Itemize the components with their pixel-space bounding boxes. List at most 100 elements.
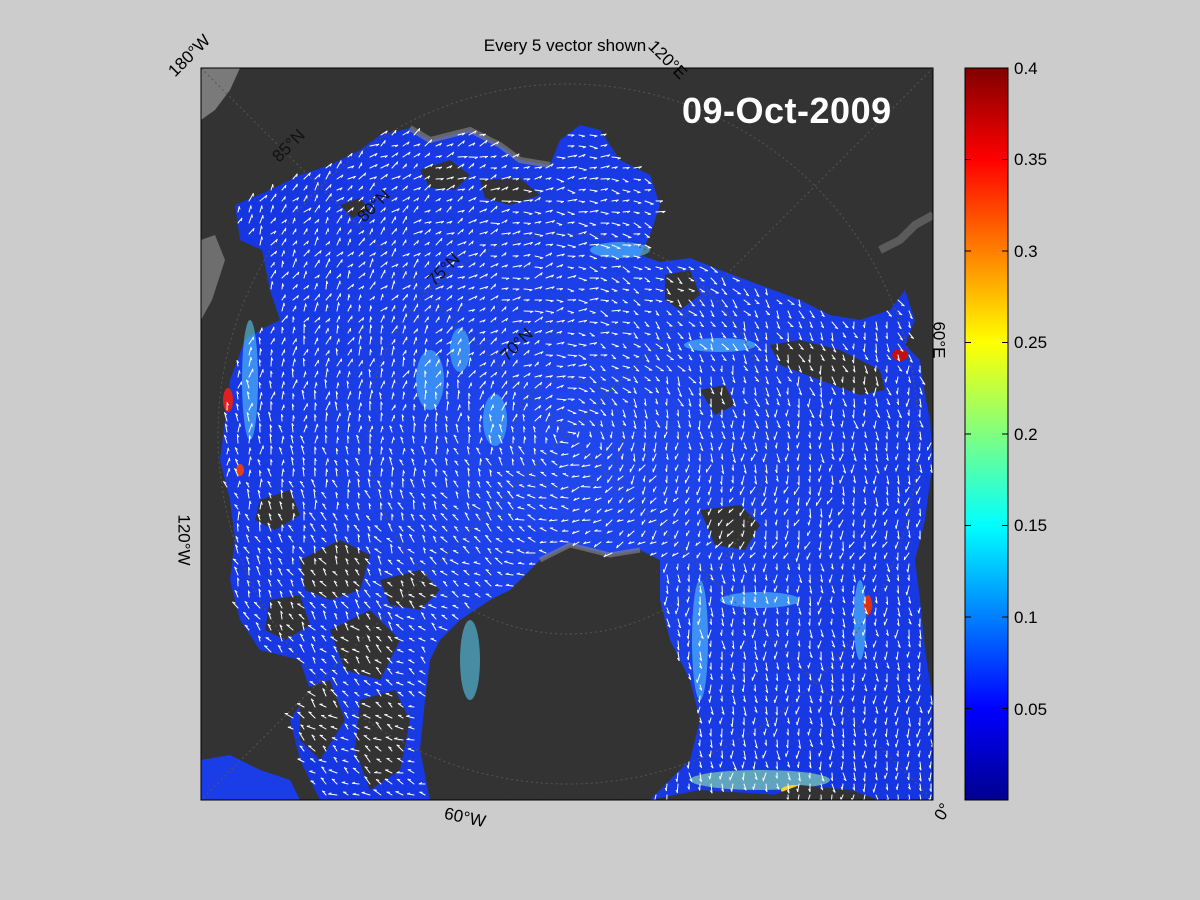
drift-vector-head [517, 153, 520, 157]
drift-vector-head [551, 274, 554, 278]
drift-vector-head [483, 362, 487, 366]
drift-vector-head [313, 545, 317, 549]
drift-vector [611, 199, 619, 202]
drift-vector [567, 175, 575, 180]
drift-vector [742, 497, 745, 507]
drift-vector-head [298, 568, 302, 571]
drift-vector-head [447, 401, 450, 405]
drift-vector-head [549, 354, 553, 357]
drift-vector-head [474, 536, 478, 538]
drift-vector [545, 320, 553, 323]
drift-vector [336, 370, 341, 378]
drift-vector-head [666, 580, 670, 584]
drift-vector-head [786, 360, 789, 364]
drift-vector-head [439, 166, 442, 170]
drift-vector [358, 272, 366, 279]
drift-vector-head [267, 548, 271, 551]
drift-vector-head [271, 357, 274, 361]
drift-vector-head [773, 492, 776, 496]
drift-vector-head [897, 623, 900, 627]
drift-vector-head [246, 525, 250, 529]
drift-vector-head [663, 602, 666, 606]
drift-vector-head [831, 657, 834, 661]
drift-vector-head [455, 423, 459, 427]
drift-vector-head [656, 337, 660, 340]
drift-vector [607, 453, 613, 460]
drift-vector-head [722, 425, 726, 429]
drift-vector-head [561, 341, 565, 345]
drift-vector-head [514, 391, 516, 396]
drift-vector-head [625, 224, 630, 226]
drift-vector-head [571, 333, 575, 336]
drift-vector [732, 398, 736, 407]
drift-vector-head [896, 434, 898, 438]
drift-vector-head [707, 425, 710, 429]
drift-vector-head [407, 141, 410, 145]
drift-vector [451, 591, 459, 598]
drift-vector [424, 325, 428, 334]
drift-vector [589, 233, 599, 240]
drift-vector-head [786, 632, 788, 636]
drift-vector [842, 398, 847, 407]
drift-vector-head [829, 554, 832, 559]
drift-vector-head [918, 414, 921, 418]
drift-vector [478, 468, 481, 477]
drift-vector-head [599, 446, 602, 450]
drift-vector-head [589, 434, 592, 438]
drift-vector-head [762, 568, 765, 573]
drift-vector-head [300, 435, 304, 439]
drift-vector [347, 423, 350, 433]
drift-vector [863, 519, 866, 528]
drift-vector [534, 175, 543, 180]
drift-vector [490, 392, 495, 400]
drift-vector [377, 555, 382, 565]
drift-vector-head [267, 536, 271, 539]
drift-vector-head [422, 535, 426, 538]
drift-vector-head [243, 546, 247, 549]
drift-vector [776, 618, 779, 627]
drift-vector [534, 272, 543, 279]
drift-vector [750, 486, 756, 494]
drift-vector-head [291, 368, 295, 372]
drift-vector [677, 651, 680, 661]
drift-vector-head [281, 326, 284, 331]
drift-vector-head [334, 533, 337, 537]
drift-vector-head [321, 447, 326, 450]
drift-vector-head [375, 667, 379, 670]
drift-vector [464, 512, 470, 521]
drift-vector [523, 350, 530, 356]
drift-vector [411, 458, 415, 466]
drift-vector-head [444, 436, 448, 440]
drift-vector-head [734, 348, 739, 351]
drift-vector-head [461, 196, 463, 200]
drift-vector [538, 549, 547, 554]
drift-vector [589, 266, 598, 272]
drift-vector-head [528, 372, 531, 376]
drift-vector [631, 442, 635, 452]
drift-vector-head [709, 643, 712, 647]
drift-vector-head [570, 312, 574, 314]
drift-vector-head [462, 561, 466, 564]
drift-vector-head [398, 175, 401, 179]
drift-vector-head [479, 423, 482, 427]
drift-vector [655, 365, 664, 372]
drift-vector [611, 265, 622, 268]
drift-vector-head [862, 621, 865, 625]
drift-vector [666, 343, 671, 353]
drift-vector-head [407, 370, 410, 374]
drift-vector [490, 174, 497, 180]
drift-vector-head [389, 448, 393, 451]
drift-vector [817, 640, 822, 649]
drift-vector [666, 277, 674, 283]
drift-vector-head [852, 680, 855, 684]
drift-vector [336, 237, 341, 246]
drift-vector [309, 602, 316, 609]
drift-vector [886, 574, 891, 582]
drift-vector [479, 423, 481, 433]
drift-vector-head [428, 525, 433, 527]
drift-vector [787, 673, 792, 682]
drift-vector-head [365, 644, 369, 648]
drift-vector-head [473, 337, 475, 341]
drift-vector-head [539, 540, 543, 544]
